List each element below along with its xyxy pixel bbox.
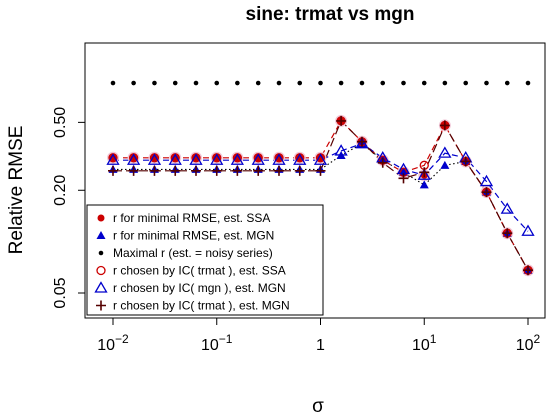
data-point <box>417 168 431 180</box>
data-point <box>251 153 265 165</box>
legend-label: r chosen by IC( trmat ), est. MGN <box>113 299 290 313</box>
data-point <box>359 80 365 86</box>
series-lines <box>113 119 529 271</box>
data-point <box>235 80 240 86</box>
data-point <box>521 224 535 236</box>
data-point <box>297 80 303 86</box>
x-tick-label: 1 <box>316 337 325 354</box>
y-tick-label: 0.20 <box>52 175 69 206</box>
data-point <box>318 80 323 86</box>
data-point <box>380 80 386 86</box>
data-point <box>172 80 178 86</box>
data-point <box>479 174 494 187</box>
legend-marker <box>96 300 106 311</box>
legend-marker <box>98 250 104 256</box>
data-point <box>336 115 347 126</box>
x-axis-label: σ <box>312 396 324 415</box>
y-tick-label: 0.50 <box>52 107 69 138</box>
data-point <box>440 160 450 169</box>
legend-marker <box>97 214 105 222</box>
data-point <box>131 80 136 86</box>
legend-marker <box>96 231 106 239</box>
data-point <box>334 144 348 156</box>
legend-box <box>86 204 324 316</box>
data-point <box>152 80 157 86</box>
data-point <box>128 165 139 176</box>
data-point <box>419 167 430 178</box>
data-point <box>315 165 326 176</box>
data-point <box>193 80 199 86</box>
series-line-2 <box>113 143 529 271</box>
data-point <box>442 80 448 86</box>
legend-label: r for minimal RMSE, est. SSA <box>113 211 270 225</box>
data-point <box>230 153 244 165</box>
data-point <box>355 136 369 149</box>
data-point <box>523 265 533 276</box>
data-point <box>106 153 120 165</box>
legend-marker <box>96 265 106 276</box>
data-point <box>110 80 116 86</box>
data-point <box>460 156 471 167</box>
data-point <box>502 228 513 239</box>
x-tick-label: 101 <box>412 332 437 354</box>
data-point <box>356 136 367 147</box>
data-point <box>276 80 282 86</box>
data-point <box>147 153 162 165</box>
chart-title: sine: trmat vs mgn <box>246 4 415 25</box>
legend-label: r chosen by IC( mgn ), est. MGN <box>113 281 286 295</box>
y-tick-label: 0.05 <box>52 277 69 308</box>
data-point <box>108 165 118 176</box>
legend-marker <box>94 281 108 293</box>
data-point <box>439 120 450 131</box>
legend-label: Maximal r (est. = noisy series) <box>113 246 273 260</box>
legend-label: r for minimal RMSE, est. MGN <box>113 229 274 243</box>
series-markers <box>106 80 535 277</box>
data-point <box>214 80 220 86</box>
data-point <box>401 80 406 86</box>
data-point <box>255 80 261 86</box>
series-line-6 <box>113 119 529 271</box>
data-point <box>170 165 181 176</box>
data-point <box>313 153 328 165</box>
x-axis: 10−2 10−1 1 101 102 <box>97 317 541 354</box>
data-point <box>273 165 284 176</box>
y-axis: 0.05 0.20 0.50 <box>52 107 86 309</box>
data-point <box>149 165 160 176</box>
data-point <box>293 153 307 165</box>
data-point <box>377 157 388 168</box>
data-point <box>438 146 452 158</box>
data-point <box>126 153 141 165</box>
y-axis-label: Relative RMSE <box>6 126 27 255</box>
data-point <box>253 165 264 176</box>
legend: r for minimal RMSE, est. SSA r for minima… <box>86 204 324 316</box>
data-point <box>398 173 409 184</box>
data-point <box>421 80 427 86</box>
data-point <box>481 187 492 198</box>
data-point <box>500 202 514 214</box>
data-point <box>211 165 222 176</box>
data-point <box>419 180 429 189</box>
data-point <box>525 80 531 86</box>
data-point <box>463 80 469 86</box>
data-point <box>210 153 224 165</box>
data-point <box>484 80 489 86</box>
x-tick-label: 102 <box>516 332 541 354</box>
x-tick-label: 10−2 <box>97 332 129 354</box>
data-point <box>189 153 203 165</box>
x-tick-label: 10−1 <box>201 332 233 354</box>
data-point <box>338 80 344 86</box>
data-point <box>294 165 305 176</box>
data-point <box>168 153 182 165</box>
data-point <box>232 165 243 176</box>
data-point <box>191 165 202 176</box>
data-point <box>272 153 286 165</box>
legend-label: r chosen by IC( trmat ), est. SSA <box>113 264 286 278</box>
data-point <box>504 80 510 86</box>
